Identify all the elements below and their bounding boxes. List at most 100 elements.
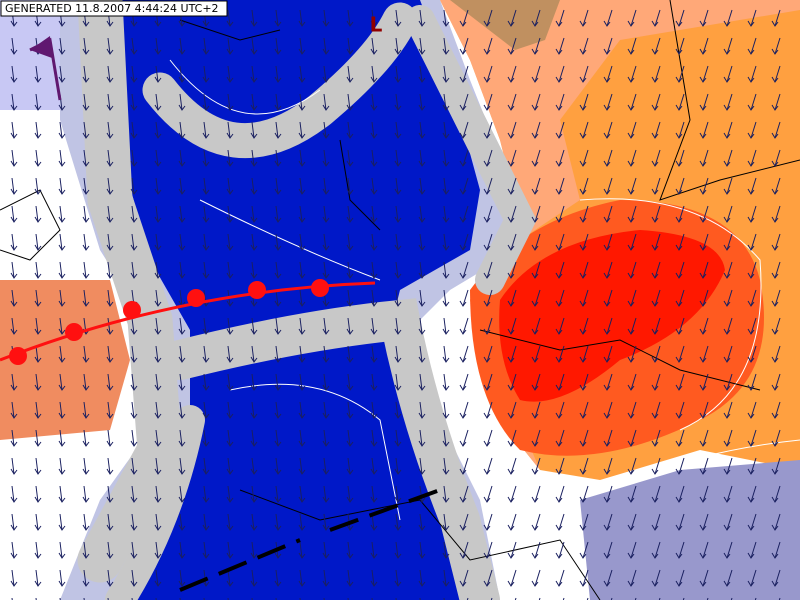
wind-arrow — [226, 9, 234, 27]
wind-arrow — [747, 485, 757, 503]
wind-arrow — [699, 65, 709, 83]
wind-arrow — [370, 121, 378, 139]
wind-arrow — [346, 177, 354, 195]
wind-arrow — [627, 261, 637, 279]
wind-arrow — [507, 93, 517, 111]
left-warm-area — [0, 280, 130, 440]
wind-arrow — [226, 205, 234, 223]
wind-arrow — [370, 429, 378, 447]
wind-arrow — [418, 205, 426, 223]
wind-arrow — [531, 289, 541, 307]
wind-arrow — [531, 345, 541, 363]
wind-arrow — [459, 205, 469, 223]
wind-arrow — [418, 345, 426, 363]
wind-arrow — [10, 177, 18, 195]
wind-arrow — [250, 401, 258, 419]
wind-arrow — [418, 401, 426, 419]
wind-arrow — [442, 485, 450, 503]
wind-arrow — [202, 205, 210, 223]
wind-arrow — [531, 9, 541, 27]
wind-arrow — [250, 541, 258, 559]
gray-band — [142, 2, 418, 158]
wind-arrow — [483, 485, 493, 503]
wind-arrow — [250, 485, 258, 503]
wind-arrow — [459, 513, 469, 531]
wind-arrow — [418, 541, 426, 559]
wind-arrow — [82, 65, 90, 83]
wind-arrow — [10, 429, 18, 447]
wind-arrow — [298, 317, 306, 335]
wind-arrow — [82, 401, 90, 419]
wind-arrow — [771, 65, 781, 83]
wind-arrow — [34, 401, 42, 419]
wind-arrow — [202, 149, 210, 167]
wind-arrow — [459, 485, 469, 503]
wind-arrow — [34, 65, 42, 83]
wind-arrow — [555, 401, 565, 419]
wind-arrow — [555, 541, 565, 559]
wind-arrow — [250, 317, 258, 335]
wind-arrow — [579, 9, 589, 27]
wind-arrow — [106, 513, 114, 531]
wind-arrow — [274, 149, 282, 167]
wind-arrow — [82, 429, 90, 447]
wind-arrow — [394, 289, 402, 307]
wind-arrow — [555, 65, 565, 83]
wind-arrow — [442, 9, 450, 27]
wind-arrow — [130, 541, 138, 559]
wind-arrow — [747, 205, 757, 223]
isoline — [579, 198, 762, 431]
wind-arrow — [370, 485, 378, 503]
wind-arrow — [202, 513, 210, 531]
wind-arrow — [202, 121, 210, 139]
border — [239, 489, 601, 600]
wind-arrow — [507, 401, 517, 419]
wind-arrow — [418, 121, 426, 139]
wind-arrow — [747, 233, 757, 251]
wind-arrow — [106, 485, 114, 503]
wind-arrow — [274, 9, 282, 27]
wind-arrow — [442, 93, 450, 111]
wind-arrow — [10, 373, 18, 391]
wind-arrow — [555, 121, 565, 139]
wind-arrow — [699, 149, 709, 167]
front-symbol — [187, 289, 205, 307]
wind-arrow — [771, 569, 781, 587]
wind-arrow — [394, 317, 402, 335]
wind-arrow — [34, 457, 42, 475]
wind-arrow — [442, 289, 450, 307]
generated-label: GENERATED 11.8.2007 4:44:24 UTC+2 — [5, 2, 219, 15]
wind-arrow — [274, 429, 282, 447]
wind-arrow — [579, 261, 589, 279]
wind-arrow — [459, 345, 469, 363]
wind-arrow — [675, 233, 685, 251]
wind-arrow — [346, 569, 354, 587]
wind-arrow — [771, 429, 781, 447]
wind-arrow — [651, 233, 661, 251]
wind-arrow — [555, 317, 565, 335]
wind-arrow — [202, 401, 210, 419]
wind-arrow — [226, 317, 234, 335]
wind-arrow — [82, 485, 90, 503]
wind-arrow — [82, 149, 90, 167]
wind-arrow — [771, 513, 781, 531]
wind-arrow — [226, 121, 234, 139]
wind-arrow — [154, 65, 162, 83]
wind-arrow — [771, 9, 781, 27]
wind-arrow — [250, 65, 258, 83]
wind-arrow — [346, 429, 354, 447]
wind-arrow — [106, 401, 114, 419]
wind-arrow — [226, 65, 234, 83]
gray-bands — [77, 0, 537, 600]
wind-arrow — [507, 233, 517, 251]
wind-arrow — [459, 317, 469, 335]
wind-arrow — [531, 121, 541, 139]
wind-arrow — [322, 149, 330, 167]
wind-arrow — [531, 233, 541, 251]
wind-arrow — [747, 261, 757, 279]
wind-arrow — [58, 457, 66, 475]
wind-arrow — [603, 261, 613, 279]
wind-arrow — [202, 317, 210, 335]
wind-arrow — [202, 177, 210, 195]
